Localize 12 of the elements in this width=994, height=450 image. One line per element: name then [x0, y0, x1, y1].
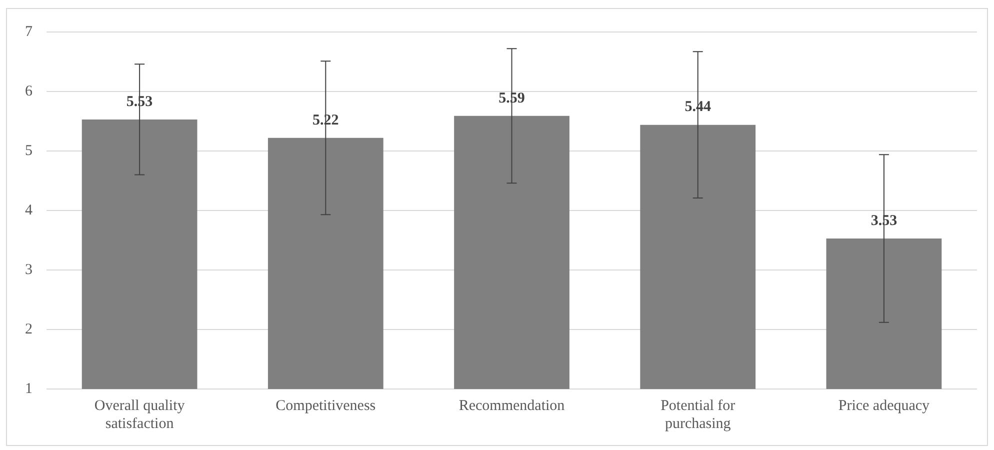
y-tick-label: 2	[25, 321, 32, 338]
x-tick-label: Price adequacy	[838, 398, 930, 414]
y-tick-label: 6	[25, 83, 33, 100]
y-tick-label: 7	[25, 24, 33, 40]
x-tick-label: Recommendation	[458, 398, 566, 414]
x-tick-label: Potential for purchasing	[660, 398, 736, 432]
y-tick-label: 1	[25, 380, 32, 397]
y-tick-label: 5	[25, 142, 32, 159]
y-tick-label: 4	[25, 202, 33, 218]
y-tick-label: 3	[25, 262, 32, 278]
x-tick-label: Overall quality satisfaction	[94, 398, 186, 432]
x-tick-label: Competitiveness	[276, 398, 376, 414]
